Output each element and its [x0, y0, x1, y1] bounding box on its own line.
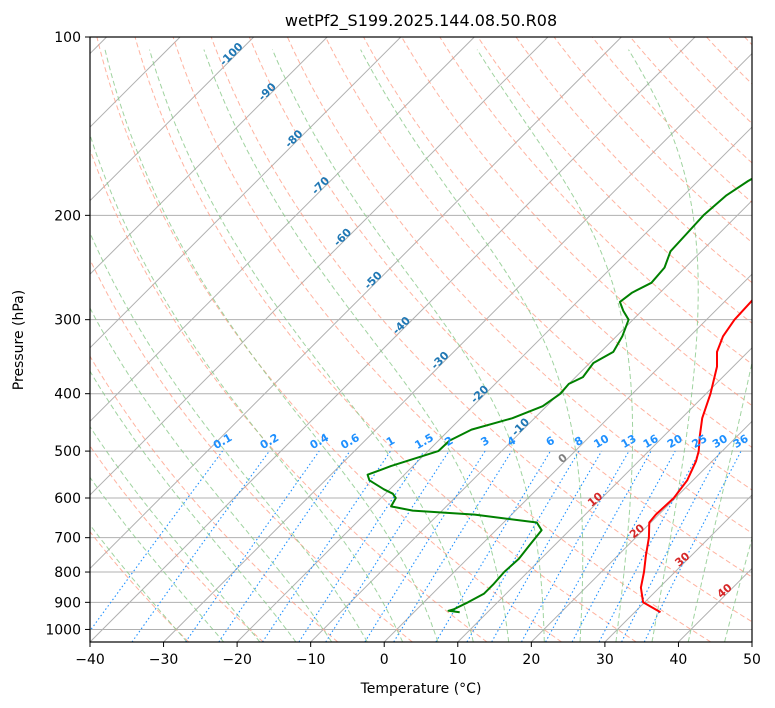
x-tick-label: 50: [743, 652, 761, 668]
x-tick-label: 40: [670, 652, 688, 668]
x-tick-label: −10: [296, 652, 326, 668]
isotherm-line: [90, 37, 328, 275]
y-tick-label: 400: [54, 387, 81, 403]
chart-title: wetPf2_S199.2025.144.08.50.R08: [285, 11, 557, 31]
mixing-ratio-line: [325, 450, 450, 642]
x-tick-label: −40: [75, 652, 105, 668]
isotherm-line: [90, 37, 622, 570]
dewpoint-profile: [366, 177, 752, 614]
dry-adiabat-line: [90, 355, 339, 642]
dry-adiabat-line: [248, 37, 752, 578]
isotherm-line: [236, 126, 752, 642]
isotherm-line: [530, 420, 752, 642]
y-tick-label: 600: [54, 491, 81, 507]
grid-layer: [90, 37, 752, 642]
isotherm-line: [90, 37, 696, 642]
moist-adiabat-line: [271, 49, 545, 642]
moist-adiabat-line: [203, 49, 510, 642]
dry-adiabat-line: [134, 37, 637, 642]
dry-adiabat-line: [401, 37, 752, 407]
y-tick-label: 500: [54, 444, 81, 460]
dry-adiabat-line: [515, 37, 752, 284]
y-tick-label: 200: [54, 208, 81, 224]
moist-adiabat-line: [687, 360, 752, 642]
y-tick-label: 800: [54, 565, 81, 581]
isotherm-line: [90, 37, 255, 202]
dry-adiabat-line: [363, 37, 752, 449]
x-tick-label: −20: [222, 652, 252, 668]
dry-adiabat-line: [325, 37, 752, 491]
isotherm-line: [383, 273, 752, 642]
dry-adiabat-line: [210, 37, 752, 623]
isotherm-line: [90, 37, 475, 423]
moist-adiabat-line: [90, 370, 297, 642]
moist-adiabat-line: [149, 49, 474, 642]
isotherm-line: [90, 37, 402, 349]
moist-adiabat-line: [628, 49, 699, 642]
mixing-ratio-line: [218, 450, 351, 642]
y-axis-label: Pressure (hPa): [11, 290, 27, 390]
moist-adiabat-line: [104, 49, 439, 642]
dry-adiabat-line: [286, 37, 752, 534]
x-tick-label: −30: [149, 652, 179, 668]
y-tick-label: 100: [54, 30, 81, 46]
y-tick-label: 700: [54, 531, 81, 547]
x-tick-label: 0: [380, 652, 389, 668]
isotherm-line: [457, 347, 752, 642]
y-tick-label: 1000: [45, 622, 81, 638]
dry-adiabat-line: [90, 258, 413, 642]
mixing-ratio-line: [521, 450, 630, 642]
x-tick-label: 10: [449, 652, 467, 668]
moist-adiabat-line: [90, 307, 333, 642]
mixing-ratio-line: [131, 450, 270, 642]
plot-background: [90, 37, 752, 642]
mixing-ratio-line: [262, 450, 391, 642]
moist-adiabats: [90, 49, 752, 642]
plot-frame: [89, 36, 753, 643]
mixing-ratio-line: [545, 450, 652, 642]
moist-adiabat-line: [476, 49, 634, 642]
moist-adiabat-line: [90, 231, 368, 642]
isotherm-line: [90, 37, 549, 496]
dry-adiabat-line: [90, 530, 190, 642]
dry-adiabats: [90, 37, 752, 642]
x-tick-label: 20: [522, 652, 540, 668]
isotherm-line: [751, 641, 752, 642]
x-tick-label: 30: [596, 652, 614, 668]
mixing-ratio-line: [571, 450, 676, 642]
dry-adiabat-line: [172, 37, 712, 642]
mixing-ratio-line: [298, 450, 425, 642]
y-tick-label: 300: [54, 313, 81, 329]
moist-adiabat-line: [724, 536, 752, 642]
axes: −40 −30 −20 −10 0 10 20 30 40 50 100 200 300 400 500 60…: [45, 30, 761, 668]
isotherm-line: [163, 52, 752, 642]
mixing-ratio-line: [185, 450, 320, 642]
dry-adiabat-line: [591, 37, 752, 204]
profiles: [366, 177, 752, 614]
mixing-ratio-lines: [90, 450, 742, 642]
temperature-profile: [639, 299, 752, 614]
moist-adiabat-line: [90, 133, 404, 642]
mixing-ratio-line: [643, 450, 742, 642]
x-axis-label: Temperature (°C): [360, 681, 482, 697]
mixing-ratio-line: [393, 450, 513, 642]
mixing-ratio-line: [90, 450, 223, 632]
dry-adiabat-line: [90, 148, 488, 642]
isotherm-line: [604, 494, 752, 642]
dry-adiabat-line: [439, 37, 752, 365]
dry-adiabat-line: [477, 37, 752, 324]
y-tick-label: 900: [54, 595, 81, 611]
